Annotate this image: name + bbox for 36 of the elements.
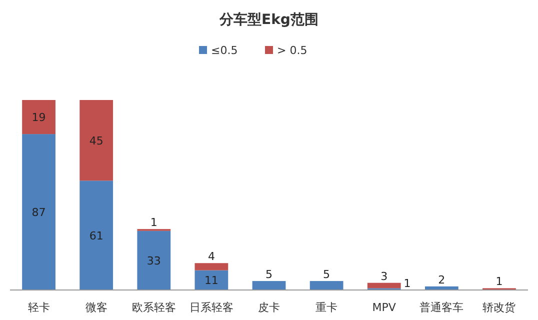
bar xyxy=(22,100,56,134)
data-label: 11 xyxy=(204,274,218,288)
x-tick-label: 日系轻客 xyxy=(189,301,234,314)
data-label: 87 xyxy=(32,206,46,220)
x-tick-label: 欧系轻客 xyxy=(132,301,176,314)
bar xyxy=(252,281,286,290)
data-label: 1 xyxy=(150,216,158,230)
bar xyxy=(80,180,114,290)
x-tick-label: MPV xyxy=(372,301,396,314)
data-label: 1 xyxy=(496,275,503,288)
bar xyxy=(80,100,114,181)
data-label: 5 xyxy=(266,268,272,282)
data-label: 3 xyxy=(380,270,388,283)
bar xyxy=(137,230,171,290)
data-label: 5 xyxy=(323,268,330,282)
data-label: 2 xyxy=(438,273,446,286)
x-tick-label: 普通客车 xyxy=(420,301,464,314)
x-tick-label: 轿改货 xyxy=(482,301,516,314)
data-label: 45 xyxy=(89,134,104,148)
bar xyxy=(310,281,344,290)
data-label: 1 xyxy=(404,277,411,290)
chart-title: 分车型Ekg范围 xyxy=(218,11,318,28)
x-tick-label: 轻卡 xyxy=(28,301,50,314)
bar xyxy=(367,282,401,288)
bar xyxy=(194,270,228,290)
bar xyxy=(22,134,56,290)
x-tick-label: 皮卡 xyxy=(258,301,280,314)
data-label: 33 xyxy=(146,254,161,268)
legend-label: ≤0.5 xyxy=(211,44,238,57)
x-tick-label: 微客 xyxy=(85,301,108,314)
data-label: 19 xyxy=(32,111,46,124)
x-tick-label: 重卡 xyxy=(316,301,338,314)
data-label: 61 xyxy=(89,229,104,242)
bar xyxy=(194,263,228,270)
legend-label: > 0.5 xyxy=(277,44,308,57)
data-label: 4 xyxy=(208,250,215,264)
